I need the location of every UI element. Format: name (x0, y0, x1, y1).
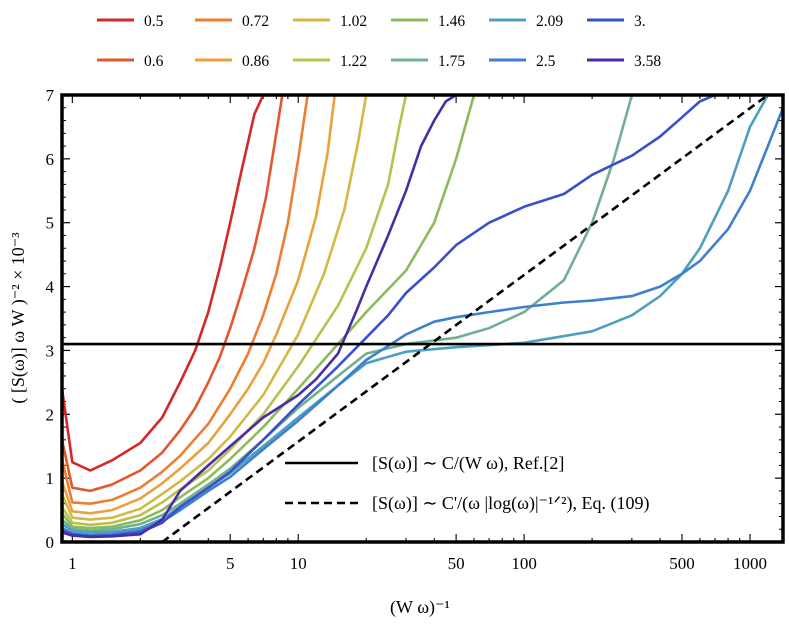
legend-label-0.6: 0.6 (144, 53, 164, 70)
legend-label-0.5: 0.5 (144, 13, 164, 30)
y-tick-label: 5 (46, 214, 55, 233)
y-tick-label: 0 (46, 533, 55, 552)
legend-label-3.58: 3.58 (634, 53, 661, 70)
x-axis-label: (W ω)⁻¹ (390, 597, 450, 618)
series-line-1.46 (62, 95, 476, 530)
annotation-legend-label: [S(ω)] ∼ C/(W ω), Ref.[2] (372, 453, 564, 474)
legend-label-3.: 3. (634, 13, 646, 30)
series-line-1.75 (62, 95, 634, 532)
y-tick-label: 3 (46, 341, 55, 360)
series-line-0.72 (62, 95, 309, 506)
x-tick-label: 10 (290, 554, 307, 573)
x-tick-label: 50 (448, 554, 465, 573)
y-tick-label: 2 (46, 405, 55, 424)
series-line-1.22 (62, 95, 408, 527)
legend-label-2.09: 2.09 (536, 13, 563, 30)
series-line-1.02 (62, 95, 368, 521)
legend: 0.5 0.6 0.72 0.86 1.02 1.22 1.46 1.75 2.09 2.5 3. 3… (97, 13, 661, 70)
annotation-legend-label: [S(ω)] ∼ C'/(ω |log(ω)|⁻¹ᐟ²), Eq. (109) (372, 493, 649, 514)
legend-label-1.22: 1.22 (340, 53, 367, 70)
legend-label-1.02: 1.02 (340, 13, 367, 30)
legend-label-0.86: 0.86 (242, 53, 269, 70)
x-tick-label: 1000 (733, 554, 767, 573)
y-tick-label: 7 (46, 86, 55, 105)
series-line-3.58 (62, 95, 457, 539)
legend-label-0.72: 0.72 (242, 13, 269, 30)
y-tick-label: 4 (46, 278, 55, 297)
series-line-0.5 (62, 95, 265, 472)
series-group (62, 95, 783, 539)
annotation-lines (62, 95, 783, 542)
y-tick-label: 6 (46, 150, 55, 169)
series-line-0.86 (62, 95, 336, 515)
y-tick-label: 1 (46, 469, 55, 488)
eq109-dashed (161, 95, 769, 542)
legend-label-1.46: 1.46 (438, 13, 465, 30)
x-tick-label: 5 (226, 554, 235, 573)
x-tick-label: 500 (669, 554, 695, 573)
legend-label-1.75: 1.75 (438, 53, 465, 70)
legend-label-2.5: 2.5 (536, 53, 556, 70)
annotation-legend: [S(ω)] ∼ C/(W ω), Ref.[2] [S(ω)] ∼ C'/(ω … (285, 453, 649, 514)
plot-frame-border (60, 93, 785, 544)
x-tick-label: 100 (511, 554, 537, 573)
y-axis-label: ( [S(ω)] ω W )⁻² × 10⁻³ (8, 232, 29, 404)
series-line-0.6 (62, 95, 284, 493)
x-tick-label: 1 (68, 554, 77, 573)
